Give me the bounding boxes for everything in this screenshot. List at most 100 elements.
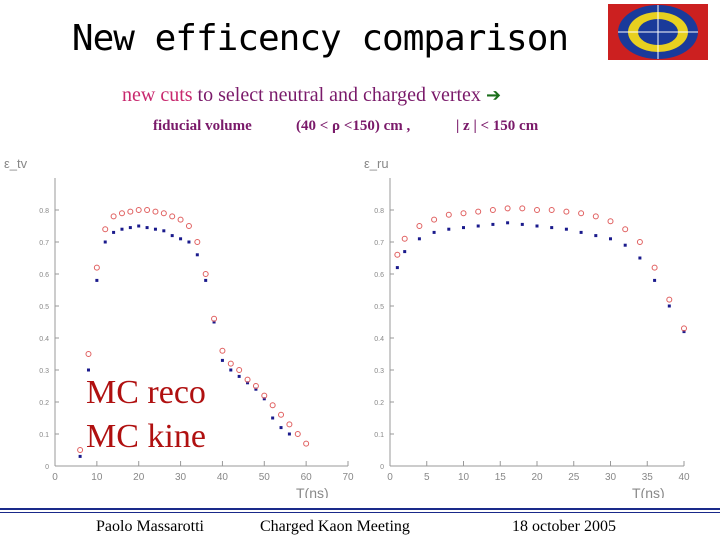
data-point xyxy=(86,368,90,372)
data-point xyxy=(445,211,452,218)
cut-z: | z | < 150 cm xyxy=(456,118,539,134)
data-point xyxy=(110,213,117,220)
x-tick-label: 25 xyxy=(568,472,580,483)
data-point xyxy=(137,224,141,228)
y-tick-label: 0.3 xyxy=(374,368,384,375)
data-point xyxy=(401,235,408,242)
footer-author: Paolo Massarotti xyxy=(96,518,204,535)
data-point xyxy=(279,426,283,430)
y-tick-label: 0.5 xyxy=(374,304,384,311)
y-tick-label: 0.8 xyxy=(374,208,384,215)
plot-axes: 0 10 20 30 40 50 60 70 0 0.1 0.2 0.3 0.4 0.5 0.6 0.7 0.8… xyxy=(4,156,354,498)
data-point xyxy=(607,218,614,225)
footer-date: 18 october 2005 xyxy=(512,518,616,535)
data-point xyxy=(169,213,176,220)
data-point xyxy=(78,454,82,458)
data-point xyxy=(204,278,208,282)
data-point xyxy=(278,411,285,418)
data-point xyxy=(269,402,276,409)
data-point xyxy=(212,320,216,324)
cut-rho: (40 < ρ <150) cm , xyxy=(296,118,411,134)
data-point xyxy=(220,358,224,362)
data-point xyxy=(578,210,585,217)
data-point xyxy=(681,325,687,332)
series-mc-reco xyxy=(78,224,291,458)
y-tick-label: 0.4 xyxy=(39,336,49,343)
x-tick-label: 35 xyxy=(642,472,654,483)
subtitle: new cuts to select neutral and charged v… xyxy=(122,84,501,107)
data-point xyxy=(152,208,159,215)
data-point xyxy=(93,264,100,271)
data-point xyxy=(237,374,241,378)
subtitle-text: to select neutral and charged vertex xyxy=(192,84,486,106)
data-point xyxy=(564,227,568,231)
x-tick-label: 5 xyxy=(424,472,430,483)
x-tick-label: 30 xyxy=(605,472,617,483)
x-axis-label: T(ns) xyxy=(632,485,665,498)
data-point xyxy=(95,278,99,282)
x-tick-label: 30 xyxy=(175,472,187,483)
legend-mc-kine: MC kine xyxy=(86,418,206,455)
data-point xyxy=(623,243,627,247)
y-tick-label: 0.6 xyxy=(374,272,384,279)
data-point xyxy=(195,253,199,257)
data-point xyxy=(489,207,496,213)
data-point xyxy=(162,229,166,233)
y-tick-label: 0.2 xyxy=(374,400,384,407)
data-point xyxy=(682,330,686,334)
data-point xyxy=(563,208,570,215)
data-point xyxy=(417,237,421,241)
data-point xyxy=(548,207,555,213)
x-tick-label: 40 xyxy=(678,472,690,483)
data-point xyxy=(462,226,465,230)
slide-title: New efficency comparison xyxy=(71,18,569,59)
data-point xyxy=(491,222,495,226)
x-tick-label: 70 xyxy=(342,472,354,483)
data-point xyxy=(520,222,524,226)
data-point xyxy=(550,226,554,230)
data-point xyxy=(460,210,467,217)
data-point xyxy=(294,431,301,437)
data-point xyxy=(476,224,480,228)
data-point xyxy=(394,251,401,258)
x-tick-label: 20 xyxy=(531,472,543,483)
data-point xyxy=(395,266,399,270)
x-tick-label: 0 xyxy=(387,472,393,483)
efficiency-plot-left: 0 10 20 30 40 50 60 70 0 0.1 0.2 0.3 0.4 0.5 0.6 0.7 0.8… xyxy=(4,156,354,498)
data-point xyxy=(579,230,583,234)
x-tick-label: 10 xyxy=(458,472,470,483)
data-point xyxy=(622,226,629,233)
data-point xyxy=(127,208,134,215)
y-tick-label: 0.7 xyxy=(374,240,384,247)
x-tick-label: 60 xyxy=(301,472,313,483)
data-point xyxy=(261,392,268,399)
data-point xyxy=(666,296,673,303)
data-point xyxy=(128,226,132,230)
x-tick-label: 40 xyxy=(217,472,229,483)
data-point xyxy=(153,227,157,231)
data-point xyxy=(227,360,234,367)
data-point xyxy=(102,226,109,233)
data-point xyxy=(271,416,275,420)
data-point xyxy=(594,234,598,238)
data-point xyxy=(211,315,218,322)
data-point xyxy=(432,230,436,234)
plot-axes: 0 5 10 15 20 25 30 35 40 0 0.1 0.2 0.3 0.4 0.5 0.6 0.7 0.… xyxy=(364,156,690,498)
data-point xyxy=(254,387,258,391)
data-point xyxy=(135,207,142,213)
x-tick-label: 50 xyxy=(259,472,271,483)
data-point xyxy=(202,271,209,277)
data-point xyxy=(535,224,539,228)
y-tick-label: 0.1 xyxy=(39,432,49,439)
data-point xyxy=(170,234,174,238)
data-point xyxy=(504,205,511,212)
x-axis-label: T(ns) xyxy=(296,485,329,498)
data-point xyxy=(246,381,250,385)
data-point xyxy=(447,227,451,231)
data-point xyxy=(77,447,84,453)
data-point xyxy=(118,210,125,217)
data-point xyxy=(177,216,184,223)
y-tick-label: 0.1 xyxy=(374,432,384,439)
data-point xyxy=(667,304,671,308)
y-tick-label: 0.3 xyxy=(39,368,49,375)
